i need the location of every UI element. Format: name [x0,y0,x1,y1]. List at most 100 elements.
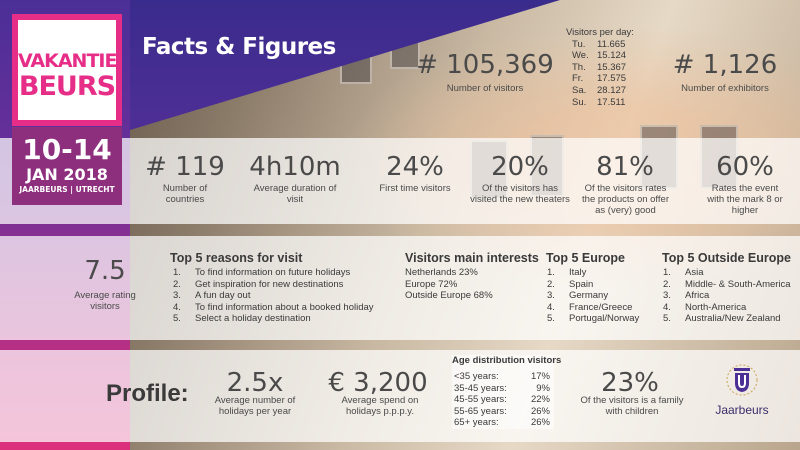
details-band [0,236,800,340]
list-number: 1. [547,267,555,278]
age-distribution: Age distribution visitors <35 years: 17% 3… [452,355,561,429]
profile-label: Profile: [106,380,189,407]
age-range: 55-65 years: [454,405,507,417]
list-number: 2. [663,278,671,290]
spend-value: € 3,200 [328,368,428,398]
duration-label: Average duration of visit [253,183,337,205]
day-name: Th. [572,61,586,73]
day-name: Sa. [572,84,587,96]
duration-value: 4h10m [249,152,341,182]
family-label: Of the visitors is a family with childre… [580,395,684,417]
family-value: 23% [601,368,659,398]
first-time-value: 24% [386,152,444,182]
countries-label: Number of countries [162,183,208,205]
interests-heading: Visitors main interests [405,251,539,265]
logo-line1: VAKANTIE [18,50,117,72]
age-row: <35 years: 17% [454,371,554,383]
reason-item: 5. Select a holiday destination [173,313,374,325]
list-text: To find information about a booked holid… [195,301,374,313]
list-text: Spain [569,278,594,290]
europe-item: 4. France/Greece [547,302,639,314]
dates-days: 10-14 [22,133,112,166]
day-value: 17.575 [597,73,627,85]
reason-item: 3. A fun day out [173,290,374,302]
europe-item: 5. Portugal/Norway [547,313,639,325]
reason-item: 2. Get inspiration for new destinations [173,279,374,291]
list-text: France/Greece [569,301,633,313]
europe-item: 1. Italy [547,267,639,279]
list-text: Australia/New Zealand [685,313,781,325]
venue: JAARBEURS | UTRECHT [19,185,115,194]
outside-europe-heading: Top 5 Outside Europe [662,251,791,265]
list-number: 1. [663,267,671,278]
list-number: 1. [173,267,181,278]
day-value: 15.124 [597,50,627,62]
spend-label: Average spend on holidays p.p.p.y. [341,395,419,417]
list-text: Middle- & South-America [685,278,791,290]
visitors-day-row: We. 15.124 [566,50,634,62]
list-number: 4. [547,301,555,313]
visitors-day-row: Su. 17.511 [566,97,634,109]
holidays-value: 2.5x [226,368,284,398]
reasons-list: 1. To find information on future holidays… [173,267,374,325]
list-number: 2. [173,278,181,290]
day-name: We. [572,50,589,62]
age-percent: 17% [530,371,550,382]
age-range: <35 years: [454,371,499,382]
visitors-day-row: Th. 15.367 [566,62,634,74]
visitors-day-row: Sa. 28.127 [566,85,634,97]
list-number: 5. [663,313,671,325]
age-range: 65+ years: [454,417,499,428]
list-text: Africa [685,290,710,302]
list-number: 3. [173,290,181,302]
list-text: Get inspiration for new destinations [195,278,344,290]
day-name: Tu. [572,38,586,50]
exhibitors-count-label: Number of exhibitors [681,83,769,94]
jaarbeurs-name: Jaarbeurs [715,403,769,417]
theaters-label: Of the visitors has visited the new thea… [470,183,570,205]
reason-item: 1. To find information on future holidays [173,267,374,279]
countries-value: # 119 [145,152,225,182]
dates-month-year: JAN 2018 [26,165,108,184]
reasons-heading: Top 5 reasons for visit [170,251,303,265]
interests-list: Netherlands 23% Europe 72% Outside Europe … [405,267,493,302]
outside-europe-item: 3. Africa [663,290,791,302]
list-number: 4. [173,301,181,313]
outside-europe-item: 1. Asia [663,267,791,279]
list-text: Select a holiday destination [195,313,311,325]
age-row: 45-55 years: 22% [454,394,554,406]
day-value: 17.511 [597,96,626,108]
list-number: 2. [547,278,555,290]
visitors-per-day: Visitors per day: Tu. 11.665 We. 15.124 Th. 1… [566,27,634,108]
day-name: Su. [572,96,587,108]
list-number: 3. [547,290,555,302]
visitors-day-row: Fr. 17.575 [566,73,634,85]
day-name: Fr. [572,73,584,85]
products-rating-label: Of the visitors rates the products on of… [582,183,669,216]
outside-europe-item: 4. North-America [663,302,791,314]
day-value: 28.127 [597,84,627,96]
list-text: Asia [685,267,704,278]
vakantiebeurs-logo: VAKANTIE BEURS [12,14,122,126]
age-row: 55-65 years: 26% [454,406,554,418]
day-value: 11.665 [597,38,626,50]
visitors-count-label: Number of visitors [446,83,524,94]
list-text: A fun day out [195,290,251,302]
rating-value: 7.5 [84,256,126,286]
age-percent: 26% [530,405,550,417]
europe-heading: Top 5 Europe [546,251,625,265]
list-text: Italy [569,267,587,278]
outside-europe-item: 5. Australia/New Zealand [663,313,791,325]
age-row: 35-45 years: 9% [454,383,554,395]
day-value: 15.367 [597,61,627,73]
reason-item: 4. To find information about a booked hol… [173,302,374,314]
profile-band [0,350,800,442]
event-dates: 10-14 JAN 2018 JAARBEURS | UTRECHT [12,127,122,205]
holidays-label: Average number of holidays per year [214,395,296,417]
list-number: 3. [663,290,671,302]
list-text: To find information on future holidays [195,267,351,278]
interest-item: Europe 72% [405,278,458,290]
mark8-label: Rates the event with the mark 8 or highe… [707,183,783,216]
first-time-label: First time visitors [379,183,451,194]
